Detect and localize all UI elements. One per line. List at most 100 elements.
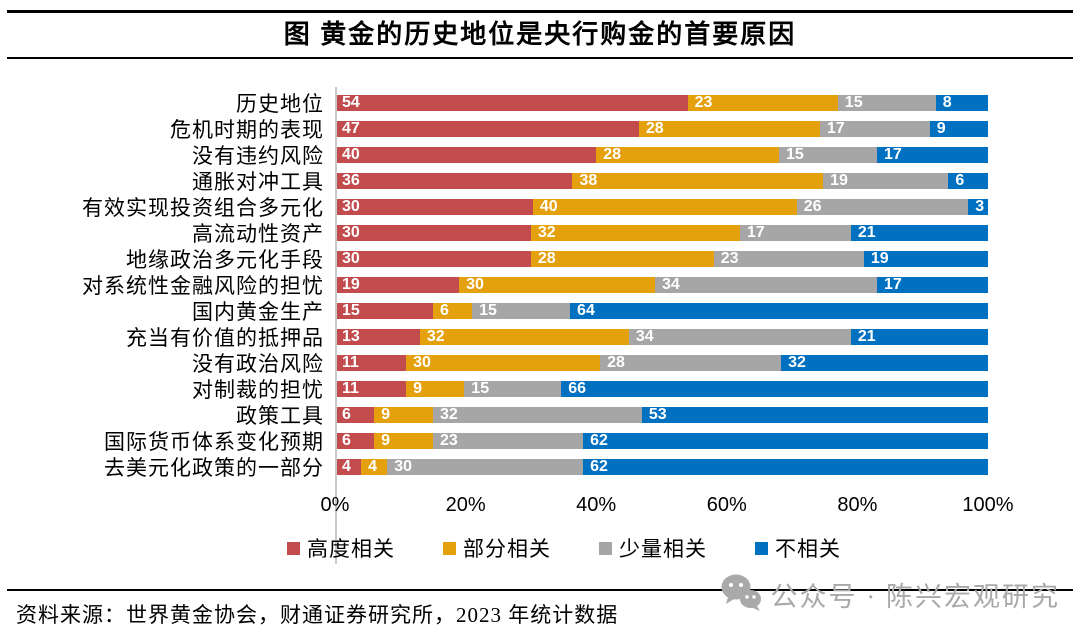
value-label: 3 <box>975 199 985 215</box>
bar-segment-not-related: 64 <box>570 303 988 319</box>
value-label: 30 <box>342 199 360 215</box>
value-label: 15 <box>479 303 497 319</box>
value-label: 23 <box>694 95 713 111</box>
value-label: 32 <box>426 329 445 345</box>
bar-segment-slightly-related: 32 <box>432 407 642 423</box>
category-label: 没有政治风险 <box>192 352 324 376</box>
category-label: 高流动性资产 <box>192 222 324 246</box>
value-label: 28 <box>645 121 664 137</box>
value-label: 32 <box>788 355 806 371</box>
bar-segment-not-related: 62 <box>583 433 988 449</box>
value-label: 23 <box>720 251 739 267</box>
bar-segment-not-related: 17 <box>876 147 988 163</box>
legend-item-slightly-related: 少量相关 <box>599 533 707 563</box>
legend-swatch <box>755 541 768 555</box>
bar-row: 充当有价值的抵押品 13 32 34 21 <box>0 324 1080 350</box>
value-label: 40 <box>539 199 558 215</box>
x-axis: 0% 20% 40% 60% 80% 100% <box>321 494 1014 520</box>
legend-item-not-related: 不相关 <box>755 533 841 563</box>
bar-segment-not-related: 3 <box>968 199 988 215</box>
bar-row: 地缘政治多元化手段 30 28 23 19 <box>0 246 1080 272</box>
value-label: 15 <box>786 147 804 163</box>
category-label: 去美元化政策的一部分 <box>104 456 324 480</box>
value-label: 64 <box>577 303 595 319</box>
bar-segment-slightly-related: 23 <box>432 433 584 449</box>
bar-segment-not-related: 8 <box>935 95 988 111</box>
value-label: 13 <box>342 329 360 345</box>
bar-segment-highly-related: 30 <box>335 225 531 241</box>
bar-row: 历史地位 54 23 15 8 <box>0 90 1080 116</box>
value-label: 30 <box>342 251 360 267</box>
bar-segment-partially-related: 28 <box>596 147 780 163</box>
bar-segment-slightly-related: 17 <box>819 121 930 137</box>
value-label: 30 <box>413 355 431 371</box>
bar-row: 去美元化政策的一部分 4 4 30 62 <box>0 454 1080 480</box>
bar-row: 没有政治风险 11 30 28 32 <box>0 350 1080 376</box>
value-label: 62 <box>590 459 608 475</box>
bar-segment-partially-related: 40 <box>532 199 797 215</box>
bar-track: 40 28 15 17 <box>335 147 988 163</box>
value-label: 11 <box>342 355 359 371</box>
value-label: 26 <box>803 199 822 215</box>
value-label: 6 <box>342 407 351 423</box>
value-label: 54 <box>342 95 360 111</box>
value-label: 40 <box>342 147 360 163</box>
category-label: 地缘政治多元化手段 <box>126 248 324 272</box>
x-tick-label: 0% <box>320 494 350 516</box>
legend-item-partially-related: 部分相关 <box>443 533 551 563</box>
bar-segment-highly-related: 47 <box>335 121 639 137</box>
stacked-bar-chart: 历史地位 54 23 15 8 危机时期的表现 47 28 17 9 没有违约风险 40 28 15 17 通… <box>0 87 1080 564</box>
bar-track: 47 28 17 9 <box>335 121 988 137</box>
bar-row: 国际货币体系变化预期 6 9 23 62 <box>0 428 1080 454</box>
value-label: 30 <box>394 459 413 475</box>
category-label: 有效实现投资组合多元化 <box>82 196 324 220</box>
bar-segment-slightly-related: 15 <box>779 147 877 163</box>
bar-row: 危机时期的表现 47 28 17 9 <box>0 116 1080 142</box>
bar-track: 6 9 23 62 <box>335 433 988 449</box>
category-label: 国内黄金生产 <box>192 300 324 324</box>
value-label: 66 <box>568 381 587 397</box>
bar-segment-not-related: 19 <box>863 251 988 267</box>
value-label: 34 <box>661 277 680 293</box>
bar-segment-highly-related: 6 <box>335 407 375 423</box>
value-label: 53 <box>648 407 667 423</box>
value-label: 11 <box>342 381 359 397</box>
category-label: 国际货币体系变化预期 <box>104 430 324 454</box>
value-label: 6 <box>342 433 351 449</box>
category-label: 危机时期的表现 <box>170 118 324 142</box>
value-label: 9 <box>381 407 391 423</box>
bar-segment-not-related: 66 <box>561 381 988 397</box>
value-label: 32 <box>439 407 458 423</box>
bar-segment-highly-related: 15 <box>335 303 433 319</box>
x-tick-label: 20% <box>445 494 486 516</box>
value-label: 19 <box>830 173 848 189</box>
value-label: 15 <box>471 381 490 397</box>
watermark: 公众号 · 陈兴宏观研究 <box>720 572 1061 617</box>
value-label: 28 <box>603 147 621 163</box>
value-label: 8 <box>942 95 952 111</box>
category-label: 没有违约风险 <box>192 144 324 168</box>
value-label: 15 <box>342 303 360 319</box>
x-tick-label: 80% <box>837 494 878 516</box>
bar-row: 通胀对冲工具 36 38 19 6 <box>0 168 1080 194</box>
value-label: 38 <box>579 173 598 189</box>
value-label: 9 <box>413 381 423 397</box>
bar-segment-slightly-related: 30 <box>387 459 584 475</box>
value-label: 21 <box>857 329 876 345</box>
value-label: 6 <box>955 173 965 189</box>
bar-segment-highly-related: 30 <box>335 199 533 215</box>
value-label: 23 <box>439 433 458 449</box>
bar-segment-partially-related: 4 <box>361 459 388 475</box>
value-label: 4 <box>368 459 378 475</box>
value-label: 17 <box>746 225 765 241</box>
bar-segment-partially-related: 9 <box>374 407 433 423</box>
bar-segment-highly-related: 30 <box>335 251 531 267</box>
bar-segment-slightly-related: 15 <box>464 381 562 397</box>
top-rule <box>7 10 1073 13</box>
bar-segment-slightly-related: 15 <box>837 95 936 111</box>
bar-segment-highly-related: 19 <box>335 277 460 293</box>
category-label: 政策工具 <box>236 404 324 428</box>
legend-label: 不相关 <box>775 537 841 561</box>
value-label: 6 <box>439 303 449 319</box>
bar-segment-not-related: 32 <box>781 355 988 371</box>
